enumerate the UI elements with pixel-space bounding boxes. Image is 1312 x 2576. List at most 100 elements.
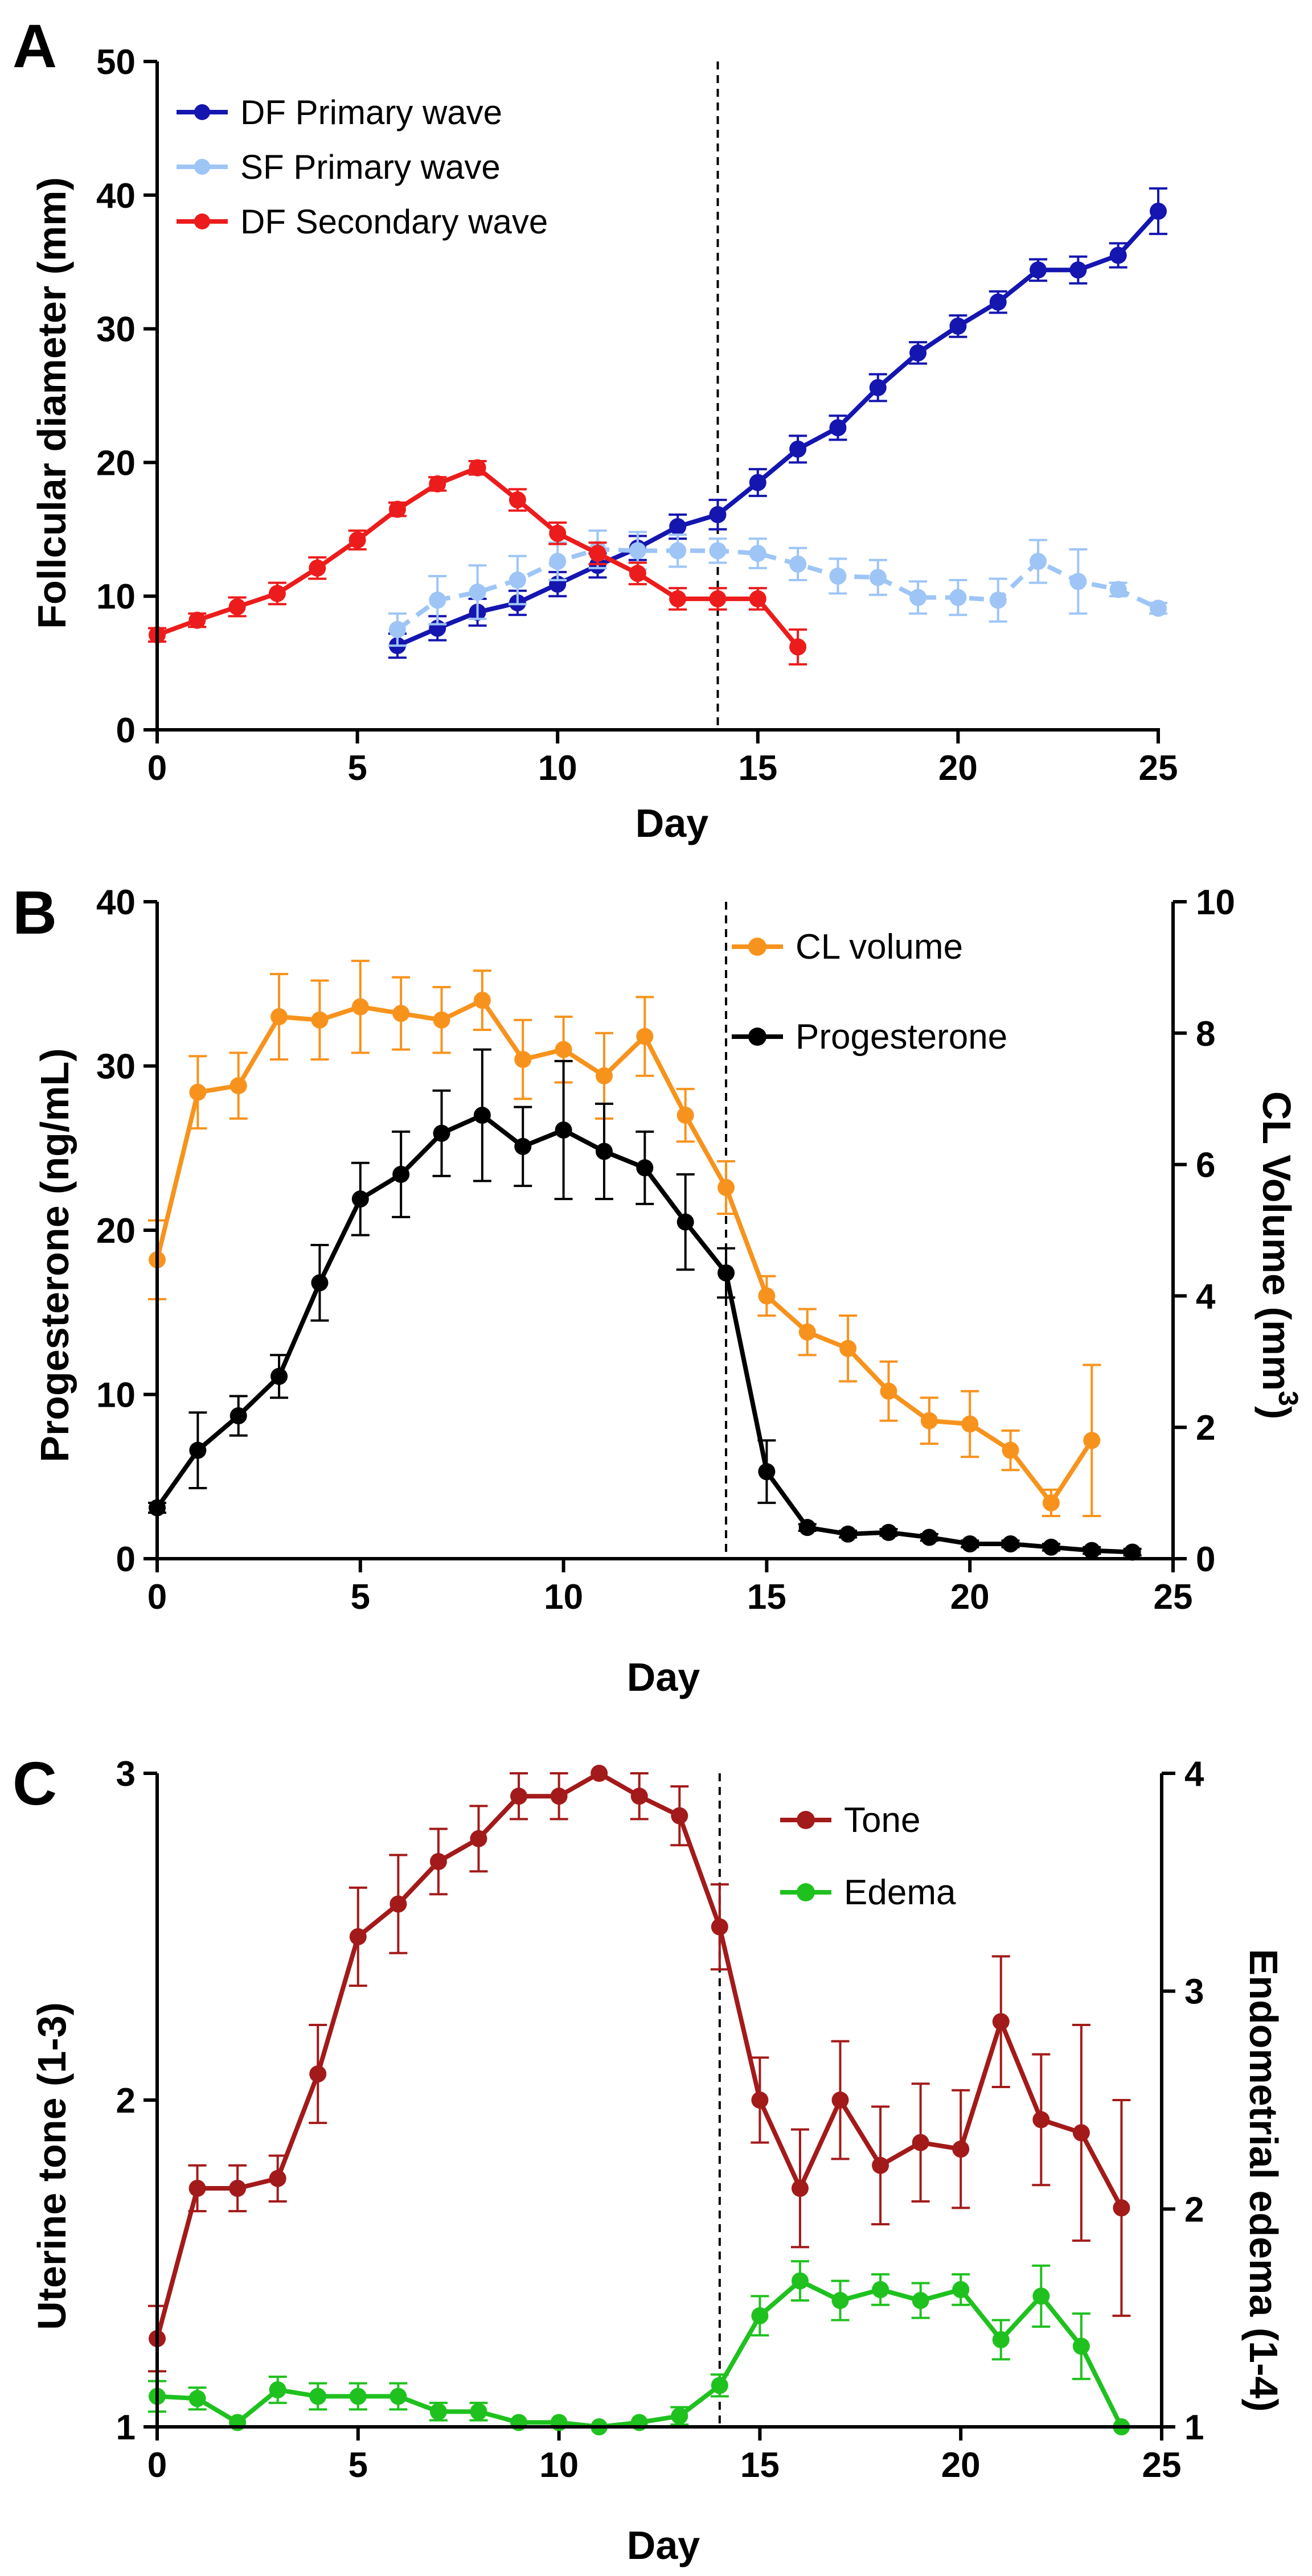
panel-letter-c: C: [13, 1749, 57, 1818]
data-point-c-edema-13: [671, 2407, 688, 2425]
x-tick-label-c-5: 5: [348, 2446, 368, 2485]
data-point-c-tone-14: [711, 1918, 728, 1936]
y-axis-label-c: Uterine tone (1-3): [30, 2002, 74, 2330]
x-tick-label-c-25: 25: [1142, 2446, 1182, 2485]
legend-label-c-edema: Edema: [844, 1873, 956, 1912]
y-tick-label-b-10: 10: [96, 1376, 136, 1415]
y-right-tick-label-b-2: 2: [1196, 1408, 1215, 1448]
y-axis-label-right-b-sup: 3: [1273, 1391, 1303, 1406]
legend-item-c-tone: Tone: [780, 1801, 920, 1840]
data-point-a-sf-primary-wave-7: [429, 591, 446, 609]
legend-item-b-progesterone: Progesterone: [732, 1017, 1007, 1057]
series-line-b-cl-volume: [155, 998, 1094, 1505]
data-point-b-progesterone-7: [433, 1124, 450, 1142]
data-point-b-progesterone-8: [473, 1107, 491, 1124]
y-right-tick-label-b-6: 6: [1196, 1146, 1215, 1185]
data-point-c-tone-13: [671, 1807, 688, 1825]
data-point-a-df-primary-wave-19: [909, 344, 927, 361]
data-point-c-edema-6: [390, 2388, 407, 2405]
data-point-b-cl-volume-16: [798, 1323, 816, 1341]
x-axis-label-a: Day: [636, 801, 708, 845]
data-point-a-df-secondary-wave-10: [549, 524, 567, 542]
series-c-edema: [148, 2260, 1130, 2435]
data-point-a-df-primary-wave-20: [949, 317, 967, 335]
data-point-c-tone-21: [992, 2013, 1010, 2031]
data-point-a-df-secondary-wave-9: [509, 491, 526, 509]
data-point-c-tone-24: [1113, 2199, 1130, 2217]
data-point-a-df-secondary-wave-8: [469, 459, 486, 476]
data-point-b-cl-volume-8: [473, 992, 491, 1009]
data-point-a-df-primary-wave-21: [989, 293, 1007, 311]
y-right-tick-label-c-3: 3: [1184, 1973, 1204, 2012]
y-tick-label-a-0: 0: [116, 711, 136, 750]
legend-a: DF Primary wave SF Primary wave DF Seconda…: [177, 93, 548, 241]
data-point-a-sf-primary-wave-17: [829, 567, 847, 585]
y-tick-label-c-2: 2: [116, 2081, 136, 2121]
data-point-a-df-secondary-wave-12: [629, 565, 646, 582]
y-tick-label-a-30: 30: [96, 310, 136, 350]
legend-marker-b-progesterone: [748, 1028, 766, 1046]
data-point-a-df-secondary-wave-7: [429, 475, 446, 492]
data-point-c-edema-23: [1072, 2337, 1090, 2355]
legend-marker-a-df-secondary-wave: [194, 213, 210, 229]
y-right-tick-label-c-2: 2: [1184, 2190, 1204, 2229]
legend-item-a-df-secondary-wave: DF Secondary wave: [177, 203, 548, 241]
data-point-a-sf-primary-wave-19: [909, 589, 927, 606]
x-tick-label-c-10: 10: [539, 2446, 579, 2485]
ticks-a: 0 5 10 15 20 25 0 10 20 30 40 50: [96, 43, 1178, 788]
y-axis-label-b: Progesterone (ng/mL): [32, 1048, 77, 1462]
data-point-a-df-secondary-wave-3: [268, 585, 286, 602]
data-point-c-tone-3: [269, 2170, 286, 2187]
axes-c: [155, 1773, 1163, 2429]
x-tick-label-a-25: 25: [1139, 749, 1178, 788]
x-tick-label-b-10: 10: [544, 1577, 583, 1617]
data-point-c-tone-7: [429, 1852, 447, 1870]
x-tick-label-a-20: 20: [938, 749, 978, 788]
series-c: [148, 1765, 1131, 2435]
y-tick-label-c-3: 3: [116, 1755, 136, 1794]
data-point-a-df-secondary-wave-1: [188, 611, 206, 629]
data-point-b-cl-volume-18: [880, 1382, 897, 1400]
x-tick-label-a-0: 0: [147, 749, 167, 788]
data-point-a-df-secondary-wave-15: [749, 590, 766, 607]
data-point-b-cl-volume-22: [1042, 1494, 1060, 1511]
data-point-a-df-secondary-wave-13: [669, 590, 687, 607]
data-point-a-sf-primary-wave-15: [749, 545, 766, 562]
y-right-tick-label-b-0: 0: [1196, 1540, 1215, 1579]
data-point-b-progesterone-4: [311, 1274, 329, 1292]
data-point-b-progesterone-15: [758, 1463, 776, 1481]
data-point-b-progesterone-9: [514, 1137, 532, 1155]
y-tick-label-a-20: 20: [96, 443, 136, 483]
data-point-a-sf-primary-wave-16: [789, 555, 807, 573]
data-point-c-edema-19: [912, 2292, 929, 2310]
data-point-a-df-primary-wave-22: [1030, 261, 1047, 279]
y-axis-label-right-b-text: CL Volume (mm: [1254, 1091, 1299, 1391]
y-tick-label-b-40: 40: [96, 883, 136, 922]
data-point-c-edema-15: [751, 2307, 769, 2324]
data-point-c-edema-20: [952, 2281, 970, 2298]
data-point-c-edema-17: [831, 2292, 849, 2310]
data-point-b-progesterone-14: [718, 1264, 735, 1282]
data-point-b-cl-volume-6: [392, 1005, 410, 1022]
x-tick-label-c-0: 0: [147, 2446, 167, 2485]
legend-item-c-edema: Edema: [780, 1873, 956, 1912]
data-point-a-sf-primary-wave-22: [1030, 553, 1047, 570]
legend-c: Tone Edema: [780, 1801, 956, 1912]
data-point-c-edema-3: [269, 2381, 286, 2398]
legend-marker-a-sf-primary-wave: [194, 159, 210, 175]
panel-b: B Progesterone (ng/mL) CL Volume (mm3) D…: [13, 878, 1303, 1699]
data-point-b-progesterone-10: [555, 1121, 572, 1139]
legend-item-b-cl-volume: CL volume: [732, 927, 963, 967]
legend-label-a-sf-primary-wave: SF Primary wave: [240, 148, 501, 186]
series-line-c-edema: [157, 2278, 1124, 2429]
data-point-a-df-primary-wave-13: [669, 518, 687, 536]
y-tick-label-a-10: 10: [96, 577, 136, 617]
x-tick-label-b-5: 5: [351, 1577, 370, 1617]
data-point-c-edema-7: [429, 2403, 447, 2421]
data-point-c-edema-16: [791, 2272, 809, 2290]
data-point-b-progesterone-21: [1002, 1535, 1019, 1553]
data-point-c-tone-4: [309, 2065, 327, 2083]
axes-b: [155, 902, 1175, 1560]
series-line-a-sf-primary-wave: [396, 547, 1159, 632]
data-point-c-edema-22: [1032, 2287, 1050, 2305]
